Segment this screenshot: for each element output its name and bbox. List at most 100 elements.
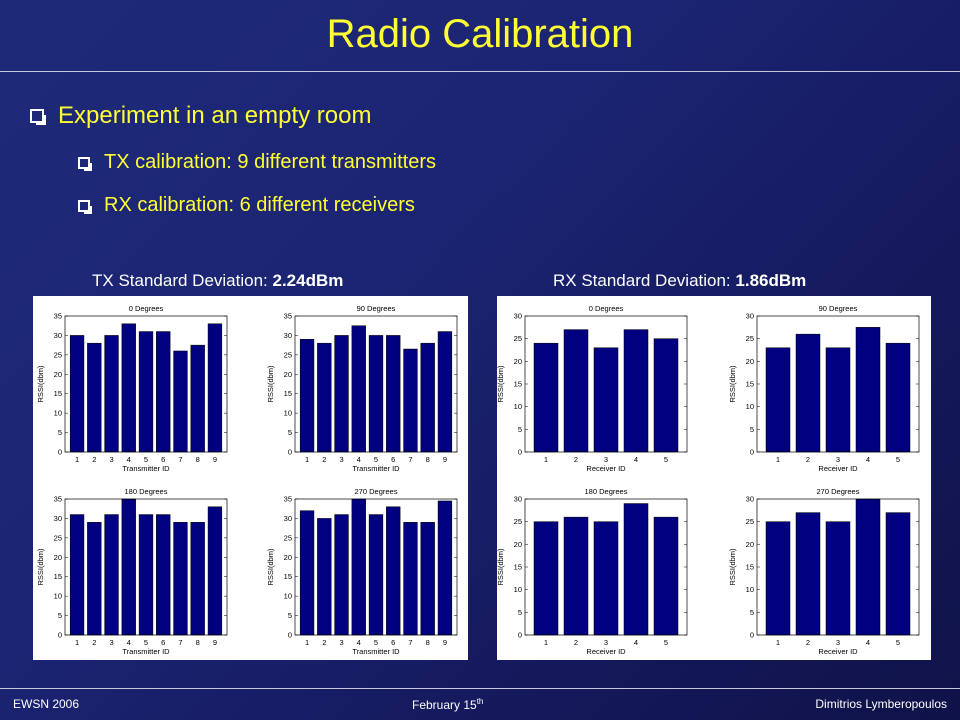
y-tick-label: 0 xyxy=(288,631,292,640)
x-tick-label: 4 xyxy=(866,455,870,464)
bar xyxy=(855,327,881,453)
y-tick-label: 35 xyxy=(284,495,292,504)
y-axis-label: RSSI(dbm) xyxy=(36,548,45,586)
y-tick-label: 0 xyxy=(518,631,522,640)
bar xyxy=(368,514,384,636)
axes-frame xyxy=(524,498,688,636)
bar xyxy=(104,514,119,636)
bar xyxy=(104,335,119,453)
y-axis-label: RSSI(dbm) xyxy=(497,548,505,586)
x-tick-label: 2 xyxy=(806,455,810,464)
axes-frame xyxy=(64,498,228,636)
x-tick-label: 1 xyxy=(75,638,79,647)
bar xyxy=(299,339,315,453)
rx-caption-prefix: RX Standard Deviation: xyxy=(553,271,736,290)
chart-rx-270: 270 Degrees 1 2 3 4 5 0 5 10 15 20 25 30 Receiver ID R… xyxy=(728,487,920,656)
y-tick-label: 0 xyxy=(750,631,754,640)
bar xyxy=(87,342,102,453)
x-axis-label: Transmitter ID xyxy=(122,464,170,473)
bar xyxy=(420,342,435,453)
y-tick-label: 25 xyxy=(514,334,522,343)
y-tick-label: 25 xyxy=(746,334,754,343)
bar xyxy=(563,329,589,453)
bar xyxy=(403,348,418,453)
bar xyxy=(207,506,223,636)
y-tick-label: 15 xyxy=(54,389,62,398)
bar xyxy=(351,325,366,453)
x-tick-label: 3 xyxy=(604,638,608,647)
y-tick-label: 0 xyxy=(750,448,754,457)
y-axis-label: RSSI(dbm) xyxy=(266,365,275,403)
bar xyxy=(795,333,821,453)
y-tick-label: 35 xyxy=(284,312,292,321)
x-axis-label: Transmitter ID xyxy=(122,647,170,656)
y-tick-label: 30 xyxy=(284,514,292,523)
bar xyxy=(207,323,223,453)
y-tick-label: 25 xyxy=(284,350,292,359)
x-tick-label: 4 xyxy=(634,638,638,647)
bar xyxy=(156,514,171,636)
x-tick-label: 2 xyxy=(322,638,326,647)
bar xyxy=(403,522,418,636)
bullet-text: TX calibration: 9 different transmitters xyxy=(104,151,436,173)
y-tick-label: 20 xyxy=(746,357,754,366)
bar xyxy=(795,512,821,636)
axes-frame xyxy=(294,315,458,453)
chart-rx-0: 0 Degrees 1 2 3 4 5 0 5 10 15 20 25 30 Receiver ID RSS… xyxy=(497,304,688,473)
bar xyxy=(593,521,619,636)
y-tick-label: 5 xyxy=(750,425,754,434)
x-tick-label: 7 xyxy=(408,638,412,647)
x-axis-label: Receiver ID xyxy=(818,647,858,656)
y-tick-label: 20 xyxy=(514,357,522,366)
y-axis-label: RSSI(dbm) xyxy=(497,365,505,403)
bar xyxy=(825,521,851,636)
bar xyxy=(87,522,102,636)
bullet-rx-calibration: RX calibration: 6 different receivers xyxy=(78,194,415,217)
bar xyxy=(69,514,85,636)
checkbox-bullet-icon xyxy=(78,199,92,214)
bar xyxy=(299,510,315,636)
chart-rx-180: 180 Degrees 1 2 3 4 5 0 5 10 15 20 25 30 Receiver ID R… xyxy=(497,487,688,656)
y-tick-label: 10 xyxy=(54,592,62,601)
x-tick-label: 9 xyxy=(213,455,217,464)
x-axis-label: Transmitter ID xyxy=(352,464,400,473)
bar xyxy=(437,331,453,453)
footer-date-sup: th xyxy=(476,697,484,706)
x-tick-label: 1 xyxy=(776,455,780,464)
tx-chart-panel: 0 Degrees 1 2 3 4 5 6 7 8 9 0 5 10 15 20 25 30 35 Transmit… xyxy=(33,296,468,660)
x-tick-label: 6 xyxy=(161,638,165,647)
y-tick-label: 15 xyxy=(284,572,292,581)
y-tick-label: 35 xyxy=(54,495,62,504)
bar xyxy=(317,518,332,636)
x-tick-label: 4 xyxy=(866,638,870,647)
rx-caption-value: 1.86dBm xyxy=(735,271,807,290)
x-axis-label: Receiver ID xyxy=(586,647,626,656)
y-tick-label: 25 xyxy=(54,533,62,542)
bar xyxy=(653,516,679,636)
y-tick-label: 20 xyxy=(54,553,62,562)
x-tick-label: 2 xyxy=(92,455,96,464)
y-tick-label: 20 xyxy=(746,540,754,549)
x-tick-label: 2 xyxy=(574,455,578,464)
bar xyxy=(156,331,171,453)
chart-title: 180 Degrees xyxy=(585,487,628,496)
x-axis-label: Transmitter ID xyxy=(352,647,400,656)
x-tick-label: 2 xyxy=(806,638,810,647)
x-tick-label: 3 xyxy=(109,638,113,647)
bar xyxy=(386,506,401,636)
axes-frame xyxy=(756,498,920,636)
y-tick-label: 25 xyxy=(54,350,62,359)
x-tick-label: 7 xyxy=(178,638,182,647)
bar xyxy=(334,335,349,453)
rx-chart-panel: 0 Degrees 1 2 3 4 5 0 5 10 15 20 25 30 Receiver ID RSS… xyxy=(497,296,931,660)
y-tick-label: 5 xyxy=(58,428,62,437)
x-tick-label: 8 xyxy=(426,455,430,464)
rx-std-caption: RX Standard Deviation: 1.86dBm xyxy=(553,271,806,291)
x-tick-label: 9 xyxy=(443,638,447,647)
tx-std-caption: TX Standard Deviation: 2.24dBm xyxy=(92,271,343,291)
chart-title: 270 Degrees xyxy=(817,487,860,496)
bar xyxy=(765,347,791,453)
y-tick-label: 5 xyxy=(58,611,62,620)
x-tick-label: 4 xyxy=(127,455,131,464)
